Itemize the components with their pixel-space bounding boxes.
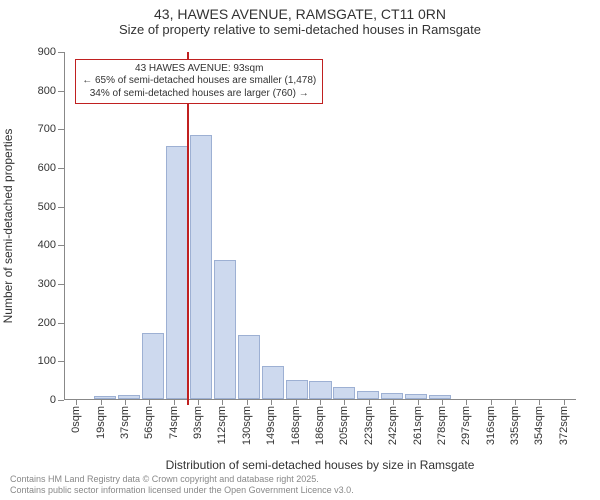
histogram-bar (429, 395, 451, 399)
y-tick-label: 0 (50, 394, 56, 406)
y-tick-label: 700 (38, 123, 56, 135)
histogram-bar (262, 366, 284, 399)
y-tick-label: 800 (38, 85, 56, 97)
x-tick-label: 297sqm (460, 406, 472, 445)
x-tick-mark (198, 400, 199, 405)
x-tick-mark (101, 400, 102, 405)
footer-line1: Contains HM Land Registry data © Crown c… (10, 474, 354, 485)
x-tick-mark (125, 400, 126, 405)
annotation-box: 43 HAWES AVENUE: 93sqm← 65% of semi-deta… (75, 59, 323, 105)
x-tick-label: 186sqm (314, 406, 326, 445)
y-tick-label: 200 (38, 317, 56, 329)
histogram-bar (333, 387, 355, 399)
plot-area: 43 HAWES AVENUE: 93sqm← 65% of semi-deta… (64, 52, 576, 400)
chart-title-line1: 43, HAWES AVENUE, RAMSGATE, CT11 0RN (10, 6, 590, 22)
histogram-bar (286, 380, 308, 399)
x-tick-label: 205sqm (338, 406, 350, 445)
bar-slot (356, 52, 380, 399)
chart-area: Number of semi-detached properties 0 100 2… (0, 44, 600, 472)
annotation-line: 34% of semi-detached houses are larger (… (82, 88, 316, 101)
x-tick-mark (418, 400, 419, 405)
x-tick-mark (247, 400, 248, 405)
bar-slot (332, 52, 356, 399)
x-tick-label: 112sqm (216, 406, 228, 444)
x-tick-label: 56sqm (143, 406, 155, 439)
highlight-line (187, 52, 189, 405)
x-tick-mark (369, 400, 370, 405)
x-tick-mark (174, 400, 175, 405)
footer-attribution: Contains HM Land Registry data © Crown c… (10, 474, 354, 496)
x-tick-mark (320, 400, 321, 405)
x-tick-mark (491, 400, 492, 405)
histogram-bar (118, 395, 140, 399)
x-tick-mark (271, 400, 272, 405)
chart-title-block: 43, HAWES AVENUE, RAMSGATE, CT11 0RN Siz… (0, 0, 600, 39)
bar-slot (428, 52, 452, 399)
x-tick-label: 93sqm (192, 406, 204, 439)
x-axis: Distribution of semi-detached houses by … (64, 400, 576, 472)
y-tick-label: 300 (38, 278, 56, 290)
x-tick-label: 316sqm (485, 406, 497, 445)
annotation-line: ← 65% of semi-detached houses are smalle… (82, 75, 316, 88)
x-tick-label: 168sqm (290, 406, 302, 445)
y-axis-label: Number of semi-detached properties (1, 129, 15, 324)
x-tick-label: 0sqm (70, 406, 82, 433)
bar-slot (524, 52, 548, 399)
x-tick-label: 19sqm (95, 406, 107, 439)
x-tick-label: 130sqm (241, 406, 253, 445)
x-tick-mark (442, 400, 443, 405)
x-tick-mark (564, 400, 565, 405)
histogram-bar (405, 394, 427, 399)
chart-title-line2: Size of property relative to semi-detach… (10, 22, 590, 37)
bar-slot (500, 52, 524, 399)
x-tick-mark (466, 400, 467, 405)
x-tick-label: 335sqm (509, 406, 521, 445)
y-tick-label: 900 (38, 46, 56, 58)
bar-slot (452, 52, 476, 399)
x-tick-mark (222, 400, 223, 405)
x-tick-mark (393, 400, 394, 405)
y-axis: Number of semi-detached properties 01002… (0, 52, 64, 400)
y-tick-label: 500 (38, 201, 56, 213)
x-tick-label: 354sqm (533, 406, 545, 445)
annotation-line: 43 HAWES AVENUE: 93sqm (82, 63, 316, 76)
x-tick-mark (515, 400, 516, 405)
x-tick-label: 242sqm (387, 406, 399, 445)
x-tick-mark (149, 400, 150, 405)
histogram-bar (166, 146, 188, 399)
x-tick-label: 261sqm (412, 406, 424, 445)
bar-slot (548, 52, 572, 399)
x-tick-mark (296, 400, 297, 405)
x-tick-mark (539, 400, 540, 405)
x-tick-label: 37sqm (119, 406, 131, 439)
y-tick-label: 100 (38, 355, 56, 367)
x-tick-label: 149sqm (265, 406, 277, 445)
y-tick-label: 600 (38, 162, 56, 174)
histogram-bar (142, 333, 164, 399)
footer-line2: Contains public sector information licen… (10, 485, 354, 496)
bar-slot (404, 52, 428, 399)
bar-slot (380, 52, 404, 399)
x-tick-label: 278sqm (436, 406, 448, 445)
histogram-bar (381, 393, 403, 399)
histogram-bar (238, 335, 260, 399)
histogram-bar (357, 391, 379, 399)
x-tick-label: 223sqm (363, 406, 375, 445)
histogram-bar (309, 381, 331, 400)
x-tick-label: 372sqm (558, 406, 570, 445)
x-tick-mark (76, 400, 77, 405)
x-tick-label: 74sqm (168, 406, 180, 439)
x-tick-mark (344, 400, 345, 405)
histogram-bar (190, 135, 212, 399)
histogram-bar (94, 396, 116, 399)
x-axis-label: Distribution of semi-detached houses by … (64, 458, 576, 472)
bar-slot (476, 52, 500, 399)
histogram-bar (214, 260, 236, 399)
y-tick-label: 400 (38, 239, 56, 251)
